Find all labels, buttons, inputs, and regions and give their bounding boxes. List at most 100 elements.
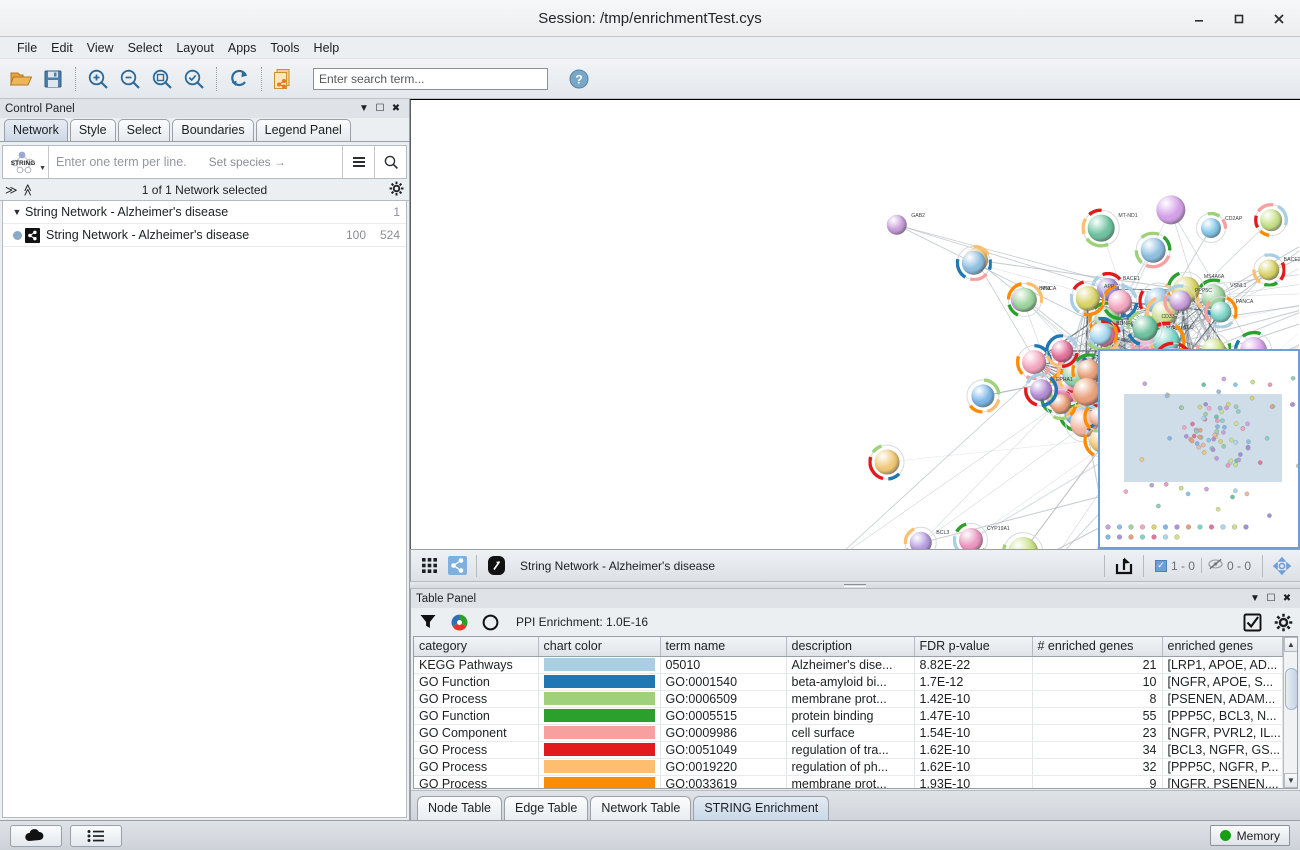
table-row[interactable]: GO Function GO:0001540 beta-amyloid bi... 1… bbox=[414, 673, 1283, 691]
menu-file[interactable]: File bbox=[17, 40, 38, 55]
col-term-name[interactable]: term name bbox=[660, 637, 787, 657]
selected-nodes-counter[interactable]: ✓ 1 - 0 bbox=[1149, 559, 1201, 573]
tab-edge-table[interactable]: Edge Table bbox=[504, 796, 589, 820]
pie-chart-icon[interactable] bbox=[448, 611, 470, 633]
hamburger-icon[interactable] bbox=[342, 146, 374, 178]
col-enriched-genes[interactable]: enriched genes bbox=[1162, 637, 1283, 657]
menu-layout[interactable]: Layout bbox=[176, 40, 214, 55]
network-node[interactable] bbox=[1002, 532, 1043, 549]
network-node[interactable] bbox=[1072, 377, 1102, 407]
tab-string-enrichment[interactable]: STRING Enrichment bbox=[693, 796, 830, 820]
string-query-fields[interactable]: Enter one term per line. Set species → bbox=[49, 146, 342, 178]
network-node[interactable] bbox=[1069, 280, 1105, 317]
table-vertical-scrollbar[interactable]: ▲ ▼ bbox=[1282, 637, 1297, 788]
table-row[interactable]: GO Process GO:0006509 membrane prot... 1.42… bbox=[414, 690, 1283, 708]
zoom-out-icon[interactable] bbox=[115, 64, 145, 94]
menu-tools[interactable]: Tools bbox=[270, 40, 300, 55]
gear-icon[interactable] bbox=[389, 181, 404, 199]
close-icon[interactable]: ✖ bbox=[1282, 593, 1292, 604]
col-chart-color[interactable]: chart color bbox=[538, 637, 661, 657]
table-row[interactable]: GO Process GO:0051049 regulation of tra...… bbox=[414, 741, 1283, 759]
tab-network[interactable]: Network bbox=[4, 119, 68, 141]
col-enriched-count[interactable]: # enriched genes bbox=[1032, 637, 1163, 657]
table-row[interactable]: GO Process GO:0033619 membrane prot... 1.93… bbox=[414, 775, 1283, 788]
network-node[interactable] bbox=[1024, 373, 1058, 407]
cloud-icon[interactable] bbox=[10, 824, 62, 847]
maximize-icon[interactable]: ☐ bbox=[1266, 593, 1276, 604]
checkbox-checked-icon[interactable] bbox=[1241, 611, 1263, 633]
network-canvas[interactable]: MT-ND2VSNL1MS4A6AMS4A4EPICALMAPP1BACE1CA… bbox=[410, 99, 1300, 549]
maximize-button[interactable] bbox=[1226, 6, 1252, 32]
network-node[interactable] bbox=[1016, 343, 1052, 380]
network-overview-minimap[interactable] bbox=[1098, 349, 1300, 549]
tab-node-table[interactable]: Node Table bbox=[417, 796, 503, 820]
save-icon[interactable] bbox=[38, 64, 68, 94]
network-tree[interactable]: ▼ String Network - Alzheimer's disease 1… bbox=[2, 201, 407, 818]
memory-button[interactable]: Memory bbox=[1209, 825, 1290, 846]
col-fdr-pvalue[interactable]: FDR p-value bbox=[914, 637, 1033, 657]
menu-apps[interactable]: Apps bbox=[227, 40, 257, 55]
chevron-down-icon[interactable]: ▼ bbox=[1250, 593, 1260, 604]
string-logo-icon[interactable]: STRING ▼ bbox=[3, 146, 49, 178]
export-network-icon[interactable] bbox=[269, 64, 299, 94]
table-row[interactable]: GO Process GO:0019220 regulation of ph... 1… bbox=[414, 758, 1283, 776]
network-node[interactable] bbox=[1085, 316, 1119, 351]
network-node[interactable] bbox=[1081, 208, 1120, 248]
scroll-up-icon[interactable]: ▲ bbox=[1283, 637, 1297, 652]
table-row[interactable]: GO Component GO:0009986 cell surface 1.54E-… bbox=[414, 724, 1283, 742]
donut-ring-icon[interactable] bbox=[479, 611, 501, 633]
chevron-down-icon[interactable]: ▼ bbox=[359, 103, 369, 114]
network-node[interactable] bbox=[1134, 231, 1172, 269]
menu-edit[interactable]: Edit bbox=[51, 40, 73, 55]
scrollbar-thumb[interactable] bbox=[1284, 668, 1297, 710]
hidden-nodes-counter[interactable]: 0 - 0 bbox=[1200, 558, 1257, 573]
network-node[interactable] bbox=[1102, 284, 1139, 321]
col-description[interactable]: description bbox=[786, 637, 915, 657]
network-node[interactable] bbox=[1046, 389, 1078, 421]
network-node[interactable] bbox=[1045, 334, 1080, 368]
scroll-down-icon[interactable]: ▼ bbox=[1283, 773, 1297, 788]
search-icon[interactable] bbox=[374, 146, 406, 178]
network-node[interactable] bbox=[1006, 281, 1044, 318]
eye-slash-icon[interactable] bbox=[1208, 558, 1223, 573]
zoom-selected-icon[interactable] bbox=[179, 64, 209, 94]
list-icon[interactable] bbox=[70, 824, 122, 847]
network-node[interactable] bbox=[952, 522, 989, 549]
tab-style[interactable]: Style bbox=[69, 119, 116, 141]
network-node[interactable] bbox=[966, 378, 1001, 414]
open-folder-icon[interactable] bbox=[6, 64, 36, 94]
tab-select[interactable]: Select bbox=[117, 119, 171, 141]
enrichment-table-container[interactable]: category chart color term name descripti… bbox=[413, 636, 1298, 789]
set-species-link[interactable]: Set species → bbox=[208, 155, 286, 169]
help-icon[interactable]: ? bbox=[564, 64, 594, 94]
network-node[interactable] bbox=[1252, 253, 1286, 287]
chevron-down-icon[interactable]: ▼ bbox=[39, 165, 46, 172]
tab-boundaries[interactable]: Boundaries bbox=[172, 119, 254, 141]
menu-select[interactable]: Select bbox=[127, 40, 163, 55]
refresh-icon[interactable] bbox=[224, 64, 254, 94]
search-input[interactable] bbox=[313, 67, 548, 90]
gear-icon[interactable] bbox=[1272, 611, 1294, 633]
twisty-icon[interactable]: ▼ bbox=[12, 207, 22, 217]
table-row[interactable]: KEGG Pathways 05010 Alzheimer's dise... 8.8… bbox=[414, 656, 1283, 674]
menu-help[interactable]: Help bbox=[313, 40, 340, 55]
menu-view[interactable]: View bbox=[86, 40, 114, 55]
maximize-icon[interactable]: ☐ bbox=[375, 103, 385, 114]
network-node[interactable] bbox=[868, 444, 905, 481]
network-node[interactable] bbox=[955, 244, 993, 282]
fit-content-icon[interactable] bbox=[1268, 554, 1296, 578]
string-network-icon[interactable] bbox=[443, 554, 471, 578]
network-node[interactable] bbox=[903, 526, 938, 549]
minimize-button[interactable] bbox=[1186, 6, 1212, 32]
network-node[interactable] bbox=[1163, 284, 1196, 317]
close-icon[interactable]: ✖ bbox=[391, 103, 401, 114]
network-node[interactable] bbox=[1156, 195, 1186, 225]
table-row[interactable]: GO Function GO:0005515 protein binding 1.47… bbox=[414, 707, 1283, 725]
collapse-down-icon[interactable]: ≫ bbox=[5, 182, 18, 197]
col-category[interactable]: category bbox=[414, 637, 539, 657]
funnel-filter-icon[interactable] bbox=[417, 611, 439, 633]
tab-network-table[interactable]: Network Table bbox=[590, 796, 692, 820]
network-node[interactable] bbox=[886, 214, 908, 236]
network-node[interactable] bbox=[1254, 203, 1288, 237]
checkbox-checked-icon[interactable]: ✓ bbox=[1154, 559, 1167, 572]
